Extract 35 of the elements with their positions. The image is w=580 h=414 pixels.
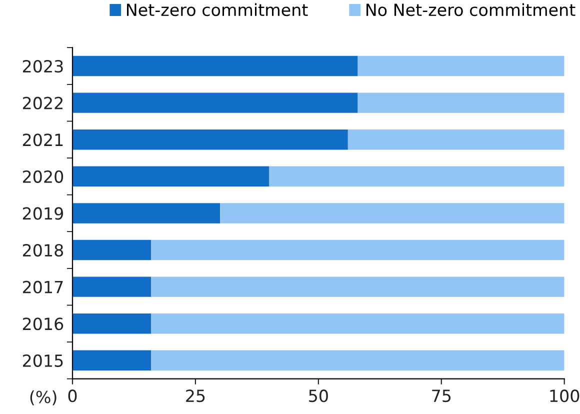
bar <box>72 240 152 260</box>
y-tick-label: 2019 <box>22 207 63 220</box>
bar <box>348 129 564 150</box>
y-tick-label: 2017 <box>22 280 63 294</box>
bar <box>220 203 564 224</box>
x-tick-label: 50 <box>309 390 328 402</box>
legend-label: No Net-zero commitment <box>366 3 576 16</box>
x-tick-label: 75 <box>432 390 451 402</box>
x-tick-label: 100 <box>550 390 580 402</box>
bar <box>72 203 220 224</box>
x-tick-label: 0 <box>68 390 77 402</box>
bar <box>151 276 564 297</box>
bar <box>72 129 348 150</box>
y-tick-label: 2023 <box>22 60 63 73</box>
x-axis-title: (%) <box>30 390 56 406</box>
bar <box>269 166 564 187</box>
bar <box>358 56 564 76</box>
y-tick-label: 2018 <box>22 244 64 257</box>
y-tick-label: 2022 <box>22 96 62 110</box>
legend-label: Net-zero commitment <box>127 3 308 16</box>
bar <box>72 56 358 76</box>
bar <box>72 313 152 334</box>
bar <box>151 313 564 334</box>
bar <box>72 276 152 297</box>
bar <box>358 92 564 113</box>
bar <box>72 166 270 187</box>
bar <box>151 240 564 260</box>
bar <box>72 92 358 113</box>
bar <box>72 350 152 371</box>
y-tick-label: 2016 <box>22 318 64 330</box>
x-tick-label: 25 <box>186 390 205 402</box>
y-tick-label: 2020 <box>22 170 64 183</box>
bar <box>151 350 564 371</box>
y-tick-label: 2015 <box>22 354 63 367</box>
y-tick-label: 2021 <box>22 134 63 146</box>
